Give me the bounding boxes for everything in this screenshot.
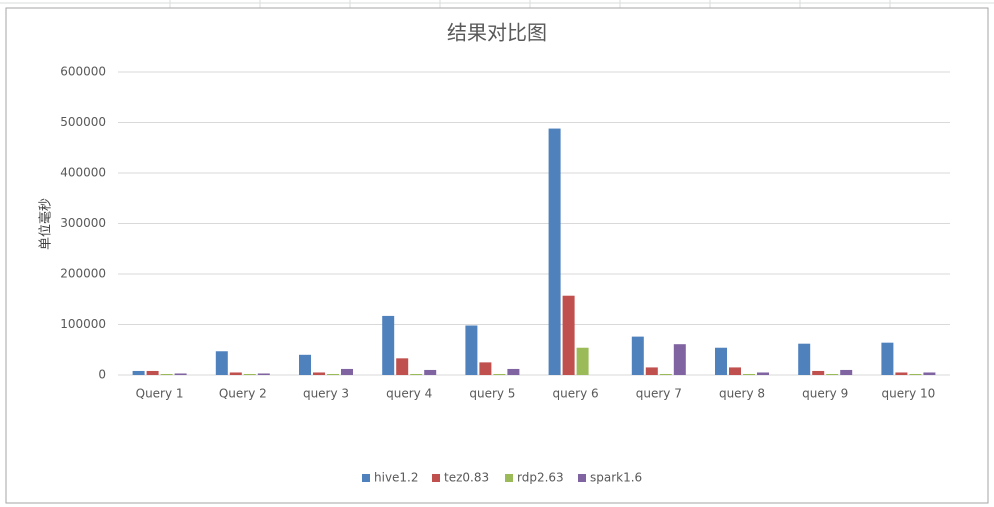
bar [923, 372, 936, 375]
sheet-grid [0, 0, 994, 8]
bar [313, 372, 325, 375]
bar [479, 362, 492, 375]
legend-swatch [578, 474, 586, 482]
x-tick-label: query 7 [636, 387, 682, 401]
legend-swatch [505, 474, 513, 482]
bar [410, 373, 423, 375]
bar [299, 354, 311, 375]
legend-label: spark1.6 [590, 471, 642, 485]
x-tick-label: Query 2 [219, 387, 267, 401]
bar [826, 373, 839, 375]
x-tick-label: query 5 [469, 387, 515, 401]
bar [743, 373, 755, 375]
x-tick-label: query 9 [802, 387, 848, 401]
legend-label: tez0.83 [444, 471, 489, 485]
bar [812, 370, 825, 375]
bar [757, 372, 769, 375]
bar [174, 373, 187, 375]
y-tick-label: 600000 [60, 65, 106, 79]
x-tick-label: Query 1 [136, 387, 184, 401]
bar [396, 358, 409, 375]
bar [243, 373, 256, 375]
bar [507, 368, 520, 375]
bar [562, 295, 575, 375]
x-tick-label: query 3 [303, 387, 349, 401]
bar [631, 336, 644, 375]
bar [160, 373, 173, 375]
x-tick-label: query 4 [386, 387, 432, 401]
y-tick-label: 500000 [60, 115, 106, 129]
legend-label: rdp2.63 [517, 471, 564, 485]
bar [548, 128, 561, 375]
y-axis-label: 单位毫秒 [38, 198, 54, 250]
bar [146, 370, 159, 375]
bar [909, 373, 922, 375]
bar [215, 351, 228, 375]
bar [715, 347, 727, 375]
legend-swatch [432, 474, 440, 482]
legend-label: hive1.2 [374, 471, 419, 485]
y-tick-label: 400000 [60, 166, 106, 180]
y-tick-label: 100000 [60, 317, 106, 331]
bar [132, 370, 145, 375]
bar [382, 315, 395, 375]
bar [229, 372, 242, 375]
bar [659, 373, 672, 375]
bar [424, 369, 437, 375]
bar [327, 373, 339, 375]
bar [645, 367, 658, 375]
bar [257, 373, 270, 375]
bar [881, 342, 894, 375]
chart-title: 结果对比图 [447, 21, 547, 45]
bar [493, 373, 506, 375]
x-tick-label: query 6 [553, 387, 599, 401]
bar [798, 343, 811, 375]
y-tick-label: 300000 [60, 216, 106, 230]
chart-frame [5, 7, 989, 504]
bar [341, 368, 353, 375]
x-tick-label: query 10 [882, 387, 936, 401]
y-tick-label: 200000 [60, 267, 106, 281]
bar [465, 325, 478, 375]
bar [840, 369, 853, 375]
bar [729, 367, 741, 375]
bar [673, 344, 686, 375]
bar [895, 372, 908, 375]
legend-swatch [362, 474, 370, 482]
y-tick-label: 0 [98, 368, 106, 382]
x-tick-label: query 8 [719, 387, 765, 401]
bar [576, 347, 589, 375]
